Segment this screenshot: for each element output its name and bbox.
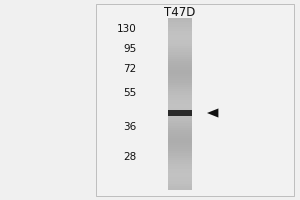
Bar <box>168 95 192 98</box>
Bar <box>168 48 192 50</box>
Bar <box>96 4 294 196</box>
Bar <box>168 87 192 89</box>
Bar <box>168 151 192 153</box>
Bar <box>168 186 192 188</box>
Bar <box>168 141 192 143</box>
Bar <box>168 181 192 184</box>
Bar <box>168 134 192 136</box>
Bar <box>168 113 192 115</box>
Bar <box>168 85 192 87</box>
Bar <box>168 22 192 24</box>
Bar <box>168 91 192 93</box>
Bar <box>168 162 192 164</box>
Text: 95: 95 <box>123 44 136 54</box>
Bar <box>168 115 192 117</box>
Bar <box>168 89 192 91</box>
Bar <box>168 126 192 128</box>
Bar <box>168 117 192 119</box>
Text: 36: 36 <box>123 122 136 132</box>
Bar <box>168 173 192 175</box>
Bar <box>168 156 192 158</box>
Bar <box>168 42 192 44</box>
Bar <box>168 35 192 37</box>
Bar <box>168 104 192 106</box>
Bar <box>168 108 192 110</box>
Bar <box>168 110 192 113</box>
Bar <box>168 106 192 108</box>
Bar <box>168 78 192 80</box>
Bar <box>168 59 192 61</box>
Bar <box>168 130 192 132</box>
Bar <box>168 50 192 52</box>
Text: 28: 28 <box>123 152 136 162</box>
Bar <box>168 74 192 76</box>
Text: 130: 130 <box>117 24 136 34</box>
Bar <box>168 100 192 102</box>
Bar <box>168 98 192 100</box>
Bar <box>168 177 192 179</box>
Bar <box>168 76 192 78</box>
Bar <box>168 179 192 181</box>
Bar <box>168 138 192 141</box>
Bar <box>168 121 192 123</box>
Bar <box>168 40 192 42</box>
Bar <box>168 166 192 168</box>
Bar <box>168 153 192 156</box>
Bar <box>168 171 192 173</box>
Text: 55: 55 <box>123 88 136 98</box>
Polygon shape <box>207 108 218 118</box>
Bar <box>168 72 192 74</box>
Bar <box>168 147 192 149</box>
Text: 72: 72 <box>123 64 136 74</box>
Bar <box>168 27 192 29</box>
Bar <box>168 61 192 63</box>
Bar <box>168 57 192 59</box>
Bar <box>168 93 192 95</box>
Bar <box>168 65 192 67</box>
Bar <box>168 110 192 116</box>
Bar <box>168 164 192 166</box>
Bar <box>168 102 192 104</box>
Bar <box>168 33 192 35</box>
Bar <box>168 20 192 22</box>
Bar <box>168 18 192 20</box>
Bar <box>168 119 192 121</box>
Bar <box>168 158 192 160</box>
Bar <box>168 136 192 138</box>
Bar <box>168 188 192 190</box>
Bar <box>168 175 192 177</box>
Bar <box>168 44 192 46</box>
Bar <box>168 80 192 83</box>
Bar <box>168 143 192 145</box>
Bar <box>168 128 192 130</box>
Bar <box>168 55 192 57</box>
Bar <box>168 168 192 171</box>
Bar <box>168 70 192 72</box>
Bar <box>168 184 192 186</box>
Bar <box>168 67 192 70</box>
Bar <box>168 29 192 31</box>
Bar <box>168 46 192 48</box>
Bar <box>168 37 192 40</box>
Text: T47D: T47D <box>164 6 196 20</box>
Bar <box>168 52 192 55</box>
Bar <box>168 160 192 162</box>
Bar <box>168 24 192 27</box>
Bar <box>168 63 192 65</box>
Bar <box>168 132 192 134</box>
Bar <box>168 145 192 147</box>
Bar <box>168 31 192 33</box>
Bar <box>168 149 192 151</box>
Bar <box>168 123 192 126</box>
Bar <box>168 83 192 85</box>
